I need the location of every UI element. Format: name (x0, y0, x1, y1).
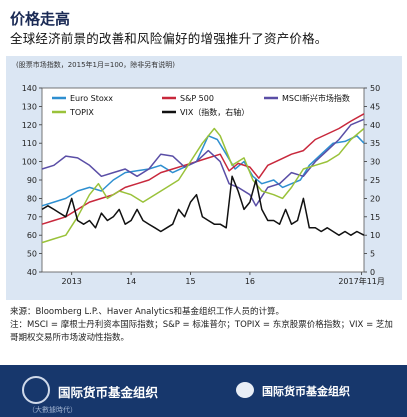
small-watermark: （大數據時代） (28, 406, 77, 414)
series-line (41, 175, 365, 236)
chart-area: (股票市场指数，2015年1月=100，除非另有说明) 40 50 60 70 80 90… (6, 56, 402, 300)
y-left-tick-label: 90 (27, 176, 37, 185)
legend-label: VIX（指数，右轴） (180, 107, 249, 117)
plot-frame (41, 87, 365, 273)
series-line (41, 118, 365, 207)
footer-banner: 国际货币基金组织 国际货币基金组织 （大數據時代） (0, 365, 407, 417)
y-right-tick-label: 10 (370, 231, 380, 240)
series-line (41, 113, 365, 225)
y-right-tick-label: 15 (370, 213, 380, 222)
x-tick-label: 16 (245, 277, 255, 286)
y-right-tick-label: 25 (370, 176, 380, 185)
page-subtitle: 全球经济前景的改善和风险偏好的增强推升了资产价格。 (10, 31, 328, 46)
footnotes: 来源：Bloomberg L.P.、Haver Analytics和基金组织工作… (10, 306, 400, 345)
watermark-text: 国际货币基金组织 (262, 385, 350, 398)
y-right-tick-label: 45 (370, 102, 380, 111)
x-tick-label: 15 (185, 277, 195, 286)
legend-item-bg (261, 92, 359, 103)
series-line (41, 127, 365, 244)
legend-label: MSCI新兴市场指数 (282, 93, 350, 103)
y-left-tick-label: 110 (22, 139, 37, 148)
y-right-tick-label: 40 (370, 121, 380, 130)
y-left-tick-label: 130 (22, 102, 37, 111)
legend-item-bg (159, 106, 251, 117)
y-right-tick-label: 50 (370, 84, 380, 93)
x-tick-label: 14 (126, 277, 136, 286)
legend-label: Euro Stoxx (70, 94, 113, 103)
y-left-tick-label: 140 (22, 84, 37, 93)
legend-item-bg (49, 106, 141, 117)
legend-item-bg (159, 92, 251, 103)
y-left-tick-label: 40 (27, 268, 37, 277)
wechat-icon (236, 382, 254, 398)
y-right-tick-label: 0 (370, 268, 375, 277)
legend-label: TOPIX (69, 108, 94, 117)
abbreviation-note: 注：MSCI = 摩根士丹利资本国际指数；S&P = 标准普尔；TOPIX = … (10, 320, 393, 343)
y-right-tick-label: 5 (370, 250, 375, 259)
chart-note: (股票市场指数，2015年1月=100，除非另有说明) (16, 61, 175, 69)
y-left-tick-label: 120 (22, 121, 37, 130)
y-left-tick-label: 70 (27, 213, 37, 222)
y-left-tick-label: 50 (27, 250, 37, 259)
x-tick-label: 2017年11月 (338, 276, 385, 286)
y-right-tick-label: 20 (370, 194, 380, 203)
x-tick-label: 2013 (62, 277, 82, 286)
org-name: 国际货币基金组织 (58, 385, 159, 400)
y-right-tick-label: 35 (370, 139, 380, 148)
series-line (41, 135, 365, 207)
y-left-tick-label: 80 (27, 194, 37, 203)
source-note: 来源：Bloomberg L.P.、Haver Analytics和基金组织工作… (10, 307, 285, 317)
page-title: 价格走高 (10, 10, 71, 28)
y-left-tick-label: 60 (27, 231, 37, 240)
line-chart: 40 50 60 70 80 90 100 110 120 130 140 0 5 10 15 20 25 30 3… (22, 84, 385, 286)
imf-logo-icon (22, 376, 50, 404)
y-right-tick-label: 30 (370, 158, 380, 167)
plot-background (42, 88, 364, 272)
legend-label: S&P 500 (180, 94, 214, 103)
wechat-watermark: 国际货币基金组织 (236, 381, 400, 401)
legend-item-bg (49, 92, 141, 103)
y-left-tick-label: 100 (22, 158, 37, 167)
